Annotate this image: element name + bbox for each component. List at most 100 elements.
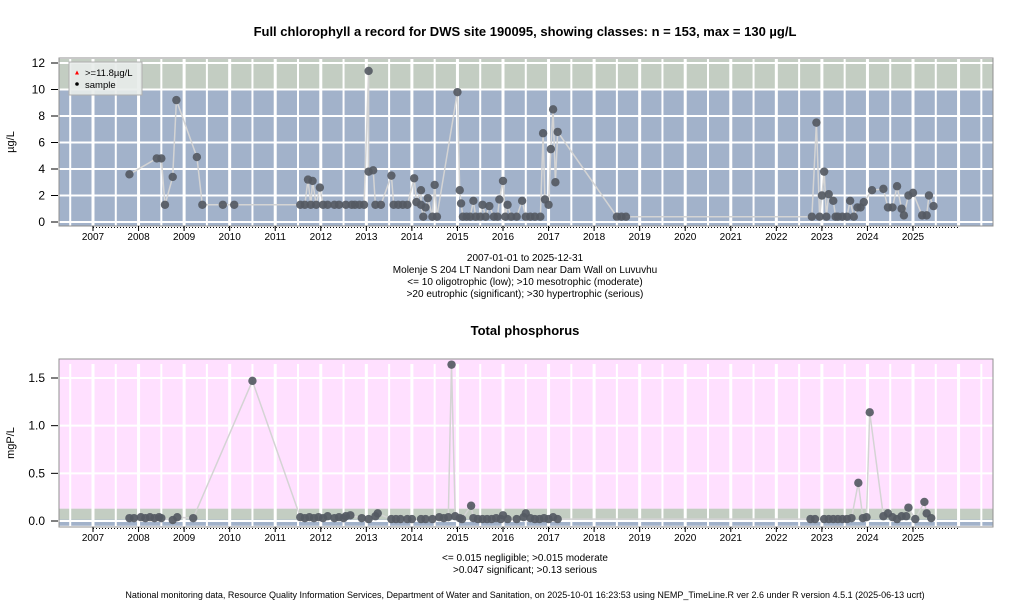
- chl-xtick-label: 2025: [902, 232, 925, 243]
- legend-label-threshold: >=11.8µg/L: [85, 68, 133, 79]
- chl-data-point: [498, 176, 508, 186]
- tp-xtick-label: 2024: [856, 533, 879, 544]
- chl-data-point: [849, 212, 858, 221]
- tp-data-point: [407, 514, 417, 524]
- chl-data-point: [334, 200, 344, 209]
- chl-data-point: [157, 154, 166, 163]
- chl-data-point: [867, 186, 877, 195]
- chl-data-point: [892, 182, 902, 191]
- chl-data-point: [376, 200, 386, 209]
- chl-data-point: [160, 200, 170, 209]
- chl-data-point: [432, 212, 442, 221]
- chl-footer-1: Molenje S 204 LT Nandoni Dam near Dam Wa…: [392, 265, 658, 276]
- chl-ytick-label: 4: [38, 162, 45, 176]
- chl-data-point: [517, 196, 527, 205]
- chl-xtick-label: 2009: [173, 232, 196, 243]
- chl-data-point: [323, 200, 332, 209]
- tp-data-point: [357, 513, 366, 523]
- chl-data-point: [192, 152, 202, 162]
- chl-data-point: [899, 211, 909, 220]
- tp-data-point: [466, 501, 476, 510]
- chl-inner: [59, 58, 993, 226]
- tp-ytick-label: 0.5: [28, 466, 45, 480]
- tp-xtick-label: 2022: [765, 533, 788, 544]
- tp-data-point: [901, 512, 911, 521]
- chl-data-point: [368, 166, 378, 175]
- chl-data-point: [501, 212, 510, 221]
- chl-data-point: [824, 189, 833, 199]
- chl-data-point: [423, 193, 433, 203]
- chl-data-point: [419, 212, 428, 221]
- tp-data-point: [865, 408, 874, 417]
- tp-ytick-label: 1.5: [28, 371, 45, 385]
- tp-xtick-label: 2009: [173, 533, 196, 544]
- tp-data-point: [847, 513, 856, 523]
- chl-data-point: [551, 178, 560, 187]
- tp-xtick-label: 2014: [401, 533, 424, 544]
- chl-xtick-label: 2022: [765, 232, 788, 243]
- chl-data-point: [387, 171, 396, 180]
- tp-data-point: [920, 497, 929, 507]
- chl-data-point: [495, 195, 504, 204]
- chl-ylabel: µg/L: [5, 131, 17, 153]
- chl-data-point: [455, 186, 464, 195]
- chl-data-point: [403, 200, 412, 209]
- chl-data-point: [481, 212, 490, 221]
- chl-footer-3: >20 eutrophic (significant); >30 hypertr…: [406, 289, 644, 300]
- chl-footer-0: 2007-01-01 to 2025-12-31: [466, 253, 584, 264]
- chl-data-point: [421, 203, 430, 212]
- chl-xtick-label: 2017: [537, 232, 560, 243]
- credit-line: National monitoring data, Resource Quali…: [125, 590, 925, 600]
- chl-data-point: [341, 200, 351, 209]
- tp-xtick-label: 2008: [127, 533, 150, 544]
- chl-xtick-label: 2018: [583, 232, 606, 243]
- tp-xtick-label: 2020: [674, 533, 697, 544]
- chl-data-point: [300, 200, 310, 209]
- chl-data-point: [312, 200, 321, 209]
- chl-data-point: [503, 200, 512, 209]
- chl-data-point: [364, 66, 373, 76]
- tp-xtick-label: 2010: [219, 533, 242, 544]
- chl-data-point: [469, 196, 478, 205]
- chl-xtick-label: 2008: [127, 232, 150, 243]
- legend-label-sample: sample: [85, 80, 116, 91]
- tp-data-point: [447, 360, 456, 369]
- chl-data-point: [453, 87, 462, 97]
- chl-data-point: [922, 211, 931, 220]
- chl-ytick-label: 2: [38, 189, 45, 203]
- tp-ytick-label: 1.0: [28, 419, 45, 433]
- chl-data-point: [859, 197, 868, 207]
- tp-xtick-label: 2018: [583, 533, 606, 544]
- tp-data-point: [927, 513, 936, 523]
- tp-data-point: [248, 376, 257, 386]
- tp-xtick-label: 2011: [264, 533, 286, 544]
- chl-data-point: [888, 203, 897, 212]
- chl-data-point: [315, 183, 325, 192]
- tp-data-point: [444, 512, 453, 522]
- tp-data-point: [346, 511, 355, 520]
- tp-xtick-label: 2021: [720, 533, 743, 544]
- chl-xtick-label: 2016: [492, 232, 515, 243]
- chl-xtick-label: 2010: [219, 232, 242, 243]
- tp-data-point: [364, 514, 373, 524]
- chl-data-point: [845, 196, 855, 205]
- chl-data-point: [430, 180, 439, 190]
- tp-xtick-label: 2012: [310, 533, 333, 544]
- chl-xtick-label: 2020: [674, 232, 697, 243]
- tp-frame: [58, 358, 994, 528]
- chl-ytick-label: 10: [32, 83, 46, 97]
- chl-data-point: [456, 199, 466, 208]
- chl-xtick-label: 2023: [811, 232, 834, 243]
- chl-xtick-label: 2024: [856, 232, 879, 243]
- chl-data-point: [879, 184, 888, 194]
- tp-xtick-label: 2007: [82, 533, 105, 544]
- chl-ytick-label: 6: [38, 136, 45, 150]
- chl-data-point: [308, 176, 317, 186]
- chl-data-point: [172, 95, 181, 105]
- tp-data-point: [157, 513, 166, 523]
- chl-data-point: [478, 200, 487, 209]
- chl-ytick-label: 0: [38, 215, 45, 229]
- chl-data-point: [546, 144, 556, 154]
